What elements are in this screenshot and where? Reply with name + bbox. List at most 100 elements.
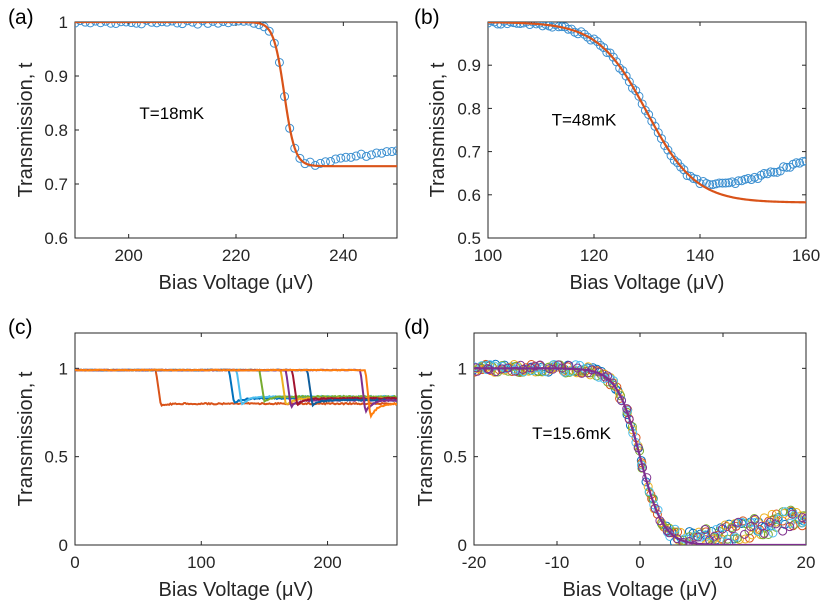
- y-tick-label: 0.9: [457, 56, 481, 75]
- panel-a: 200 220 240 0.6 0.7 0.8 0.9 1 Bias Voltage (μV) T…: [8, 6, 398, 294]
- temperature-annotation: T=18mK: [139, 104, 204, 123]
- y-tick-label: 0.7: [44, 175, 68, 194]
- x-tick-label: 10: [714, 553, 733, 572]
- data-point: [336, 153, 346, 163]
- data-point: [765, 517, 775, 527]
- data-point: [786, 516, 796, 526]
- data-point: [228, 22, 238, 26]
- x-tick-label: -20: [462, 553, 487, 572]
- y-tick-label: 0.8: [457, 99, 481, 118]
- data-point: [750, 514, 760, 524]
- data-point: [734, 534, 744, 544]
- data-point: [798, 156, 806, 166]
- y-tick-label: 0: [59, 536, 68, 555]
- data-point: [183, 22, 192, 26]
- x-tick-label: 0: [70, 553, 79, 572]
- x-tick-label: 240: [329, 246, 357, 265]
- data-point: [244, 22, 254, 26]
- data-point: [520, 366, 530, 376]
- panel-c: 0 100 200 0 0.5 1 Bias Voltage (μV) Transmissio…: [8, 316, 398, 601]
- series-line-8: [75, 368, 397, 408]
- data-point: [676, 162, 686, 172]
- x-tick-label: 100: [474, 246, 502, 265]
- data-point: [669, 155, 679, 165]
- data-point: [351, 151, 361, 161]
- x-tick-label: 120: [580, 246, 608, 265]
- data-point: [708, 180, 718, 190]
- data-point: [744, 526, 754, 536]
- data-point: [666, 151, 676, 161]
- x-tick-label: -10: [545, 553, 570, 572]
- data-point: [203, 22, 213, 28]
- data-point: [727, 522, 737, 532]
- data-point: [727, 524, 737, 534]
- x-tick-label: 220: [222, 246, 250, 265]
- fit-curve: [488, 22, 806, 204]
- data-point: [791, 508, 801, 518]
- data-point: [116, 22, 126, 27]
- x-axis-label: Bias Voltage (μV): [159, 579, 314, 601]
- data-point: [733, 517, 743, 527]
- data-point: [167, 22, 177, 26]
- data-point: [717, 524, 727, 534]
- data-point: [759, 168, 769, 178]
- data-point: [387, 147, 397, 157]
- data-point: [621, 71, 631, 81]
- data-point: [779, 162, 789, 172]
- x-axis-label: Bias Voltage (μV): [570, 272, 725, 294]
- data-point: [701, 524, 711, 534]
- data-point: [616, 391, 626, 401]
- data-point: [356, 149, 366, 159]
- data-point: [789, 510, 799, 520]
- y-tick-label: 0.7: [457, 143, 481, 162]
- data-point: [234, 22, 243, 26]
- data-point: [193, 22, 203, 29]
- data-point: [392, 146, 397, 156]
- data-point: [699, 530, 709, 540]
- fit-curve: [75, 22, 397, 168]
- temperature-annotation: T=15.6mK: [532, 424, 612, 443]
- data-point: [628, 83, 638, 93]
- data-point: [796, 511, 806, 521]
- data-point: [346, 152, 356, 162]
- data-point: [689, 540, 699, 545]
- data-point: [692, 544, 697, 545]
- panel-label: (c): [8, 316, 33, 339]
- x-tick-label: 160: [792, 246, 820, 265]
- data-point: [785, 162, 795, 172]
- temperature-annotation: T=48mK: [552, 111, 617, 130]
- y-tick-label: 0.5: [44, 448, 68, 467]
- panel-d: -20 -10 0 10 20 0 0.5 1 Bias Voltage (μV) Transmi…: [404, 316, 815, 601]
- x-tick-label: 140: [686, 246, 714, 265]
- y-tick-label: 0.6: [457, 186, 481, 205]
- data-point: [697, 544, 702, 545]
- y-axis-label: Transmission, t: [427, 62, 449, 197]
- y-tick-label: 0.5: [457, 229, 481, 248]
- data-point: [341, 152, 351, 162]
- data-point: [785, 518, 795, 528]
- data-point: [722, 537, 732, 545]
- data-point: [305, 157, 315, 167]
- x-tick-label: 0: [635, 553, 644, 572]
- data-point: [662, 526, 672, 536]
- data-point: [377, 148, 387, 158]
- data-point: [493, 22, 503, 29]
- data-point: [484, 365, 494, 375]
- data-point: [361, 151, 371, 161]
- series-line-4: [75, 368, 397, 404]
- data-point: [785, 522, 795, 532]
- data-point: [91, 22, 100, 26]
- series-line-10: [75, 368, 397, 419]
- plot-area: [75, 368, 397, 419]
- data-point: [315, 158, 325, 168]
- x-tick-label: 200: [313, 553, 341, 572]
- data-point: [711, 524, 721, 534]
- plot-area: [75, 22, 397, 170]
- data-point: [599, 43, 609, 53]
- data-point: [208, 22, 218, 26]
- y-tick-label: 1: [59, 359, 68, 378]
- data-point: [615, 63, 625, 73]
- data-point: [660, 141, 670, 151]
- fit-curve: [474, 367, 806, 545]
